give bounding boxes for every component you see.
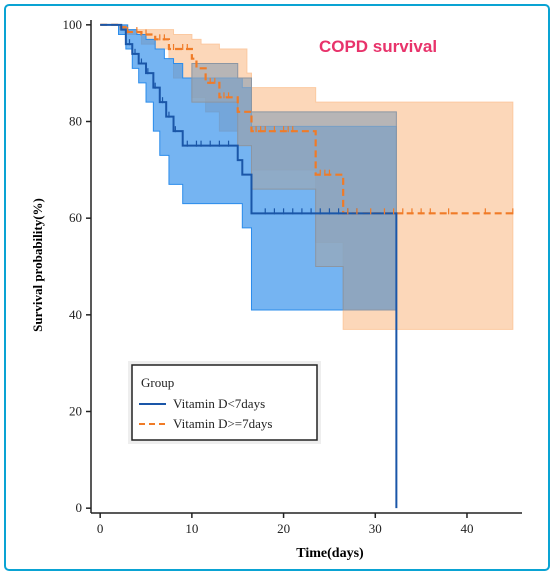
survival-line-vitamin-d-lt-7 (100, 23, 398, 509)
y-tick-label: 100 (63, 17, 83, 32)
legend-label-vitamin-d-ge-7: Vitamin D>=7days (173, 416, 272, 431)
outer-border (4, 4, 550, 571)
y-tick-label: 80 (69, 114, 82, 129)
legend-box (131, 364, 318, 441)
y-tick-label: 0 (76, 500, 83, 515)
x-tick-label: 20 (277, 521, 290, 536)
legend: Group Vitamin D<7days Vitamin D>=7days (128, 361, 321, 444)
y-tick-label: 60 (69, 210, 82, 225)
legend-label-vitamin-d-lt-7: Vitamin D<7days (173, 396, 265, 411)
confidence-bands (100, 24, 514, 330)
y-axis-label: Survival probability(%) (30, 198, 45, 332)
y-tick-label: 40 (69, 307, 82, 322)
x-tick-label: 10 (185, 521, 198, 536)
x-tick-label: 0 (97, 521, 104, 536)
y-tick-label: 20 (69, 404, 82, 419)
ci-band-overlap (191, 63, 397, 311)
legend-title: Group (141, 375, 174, 390)
censor-marks (127, 27, 514, 215)
axes: 0 20 40 60 80 100 0 10 20 30 40 (63, 17, 522, 536)
x-tick-label: 40 (460, 521, 473, 536)
x-axis-label: Time(days) (296, 546, 364, 561)
chart-title: COPD survival (319, 37, 437, 56)
x-tick-label: 30 (369, 521, 382, 536)
